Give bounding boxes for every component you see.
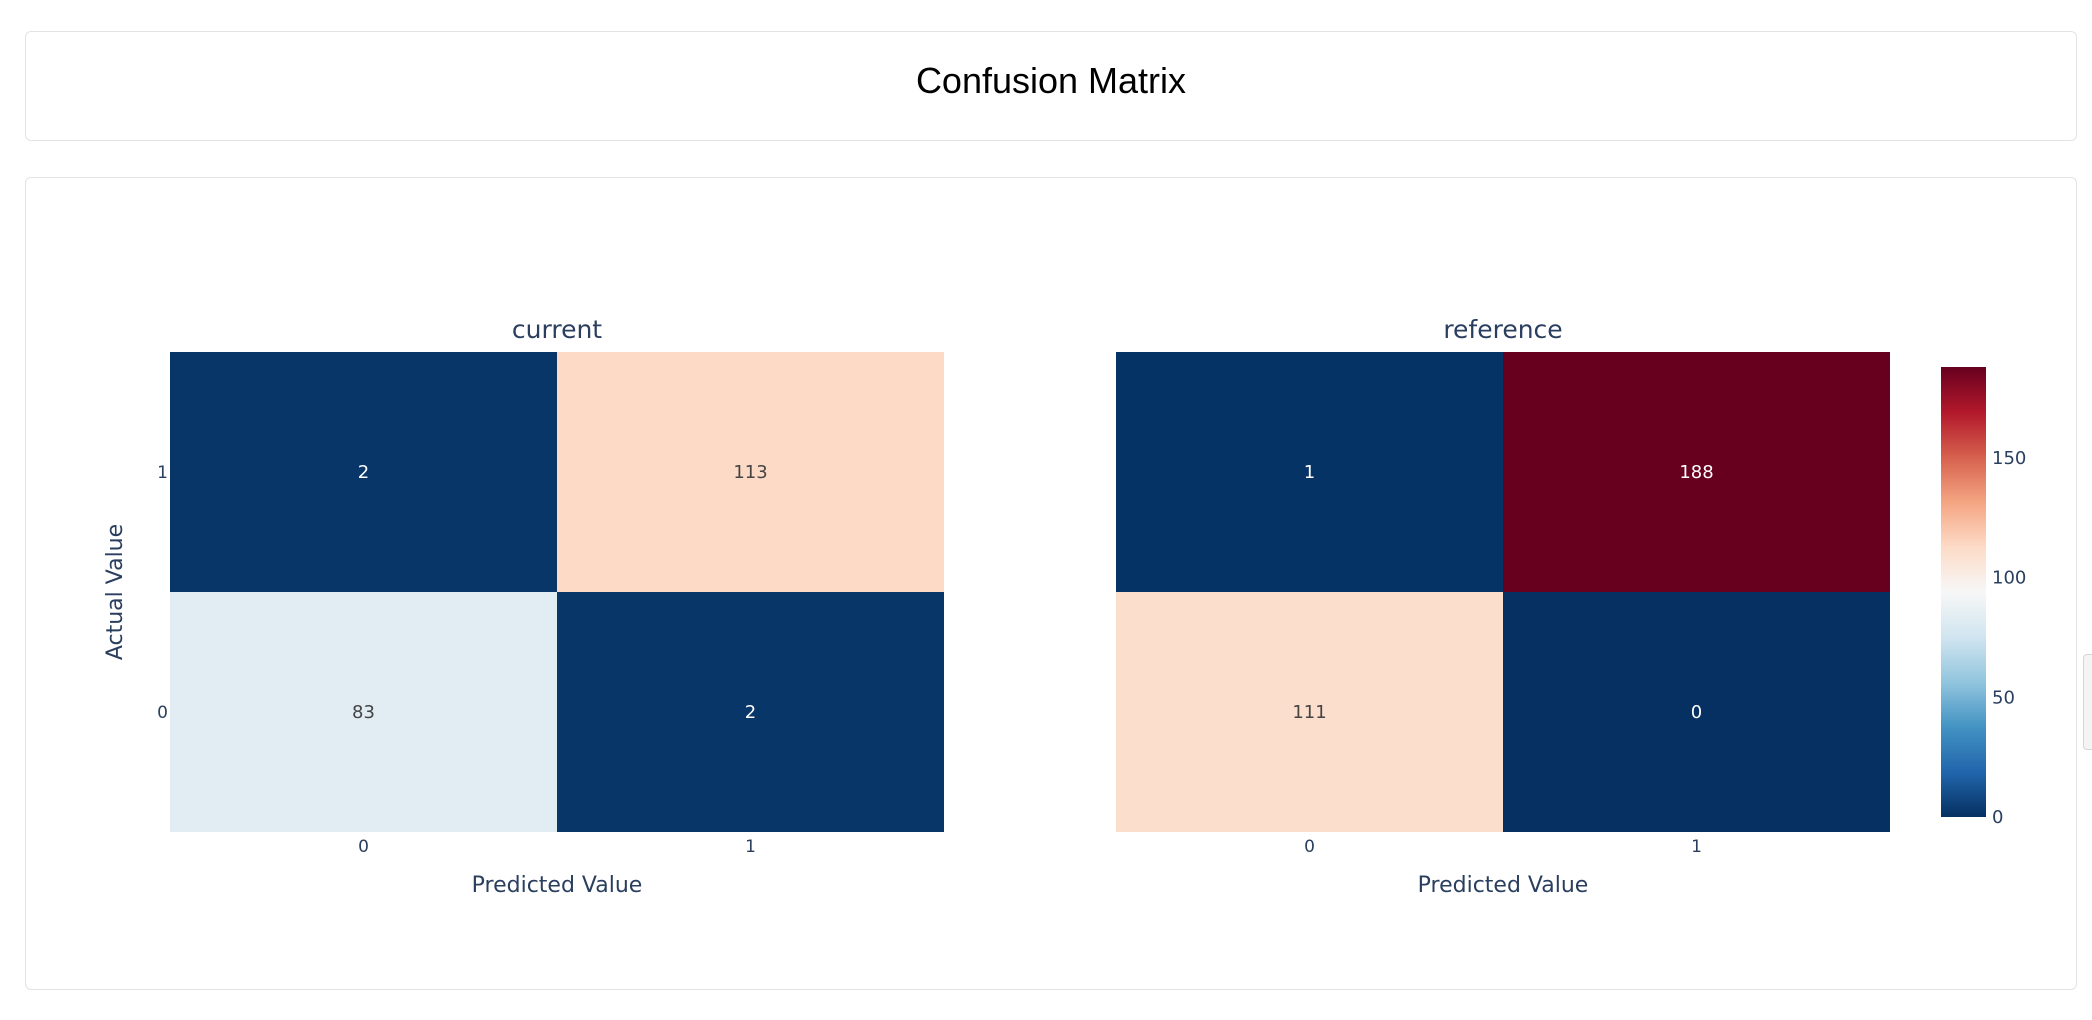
cell-value-label: 111 (1292, 702, 1326, 723)
subplot-title-current: current (512, 315, 602, 344)
heatmap-cell (170, 352, 557, 592)
x-axis-title: Predicted Value (1418, 873, 1589, 898)
x-tick-label: 0 (1304, 837, 1315, 857)
heatmap-cell (557, 352, 944, 592)
cell-value-label: 188 (1679, 462, 1713, 483)
heatmap-cell (170, 592, 557, 832)
cell-value-label: 2 (358, 462, 369, 483)
page-title: Confusion Matrix (915, 60, 1187, 101)
x-tick-label: 1 (1691, 837, 1702, 857)
title-card: Confusion Matrix (25, 31, 2077, 141)
cell-value-label: 2 (745, 702, 756, 723)
colorbar-tick-label: 50 (1992, 687, 2015, 708)
heatmap-cell (1503, 352, 1890, 592)
heatmap-cell (1503, 592, 1890, 832)
cell-value-label: 113 (733, 462, 767, 483)
y-tick-label: 1 (157, 463, 168, 483)
colorbar-tick-label: 150 (1992, 448, 2026, 469)
x-tick-label: 0 (358, 837, 369, 857)
subplot-title-reference: reference (1443, 315, 1562, 344)
y-axis-title: Actual Value (103, 524, 128, 660)
heatmap-cell (557, 592, 944, 832)
heatmap-cell (1116, 352, 1503, 592)
colorbar-tick-label: 0 (1992, 807, 2003, 828)
colorbar (1941, 367, 1986, 817)
cell-value-label: 1 (1304, 462, 1315, 483)
cell-value-label: 0 (1691, 702, 1702, 723)
y-tick-label: 0 (157, 703, 168, 723)
scroll-tab[interactable] (2083, 654, 2092, 750)
x-axis-title: Predicted Value (472, 873, 643, 898)
colorbar-tick-label: 100 (1992, 568, 2026, 589)
heatmap-cell (1116, 592, 1503, 832)
cell-value-label: 83 (352, 702, 375, 723)
x-tick-label: 1 (745, 837, 756, 857)
